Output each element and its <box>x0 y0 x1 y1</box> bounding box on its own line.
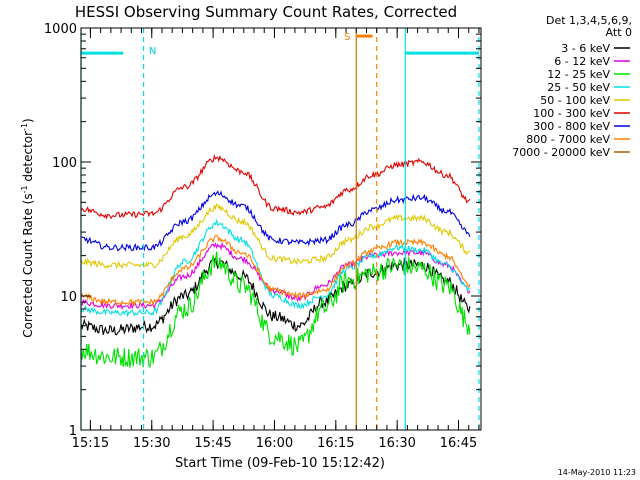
legend-label-7: 300 - 800 keV <box>533 120 610 133</box>
series-line-2 <box>80 241 471 310</box>
y-tick-label-2: 10 <box>60 290 77 305</box>
x-tick-label-7: 16:45 <box>440 436 477 451</box>
legend-label-5: 50 - 100 keV <box>540 94 610 107</box>
chart-title: HESSI Observing Summary Count Rates, Cor… <box>75 3 457 21</box>
x-tick-label-4: 16:00 <box>256 436 293 451</box>
y-axis-label: Corrected Count Rate (s-1 detector-1) <box>20 118 35 337</box>
series-line-3 <box>80 251 471 369</box>
x-tick-label-2: 15:30 <box>133 436 170 451</box>
x-tick-label-6: 16:30 <box>378 436 415 451</box>
series-line-1 <box>80 255 471 336</box>
x-tick-label-3: 15:45 <box>194 436 231 451</box>
legend-label-8: 800 - 7000 keV <box>526 133 610 146</box>
flag-label-s: S <box>344 32 350 43</box>
legend-label-9: 7000 - 20000 keV <box>512 146 610 159</box>
legend-header-line-1: Det 1,3,4,5,6,9, <box>546 14 632 27</box>
y-tick-label-1: 1 <box>69 424 77 439</box>
series-line-6 <box>80 153 471 220</box>
footer-date: 14-May-2010 11:23 <box>558 468 636 477</box>
y-tick-label-4: 1000 <box>44 22 77 37</box>
legend-label-6: 100 - 300 keV <box>533 107 610 120</box>
legend-label-2: 6 - 12 keV <box>554 55 610 68</box>
y-axis-label-main: Corrected Count Rate (s <box>21 193 35 337</box>
legend-label-3: 12 - 25 keV <box>547 68 610 81</box>
flag-label-n: N <box>149 46 156 57</box>
y-axis-label-end: ) <box>21 118 35 123</box>
x-tick-label-5: 16:15 <box>317 436 354 451</box>
plot-frame <box>80 27 482 431</box>
x-tick-label-1: 15:15 <box>72 436 109 451</box>
plot-area <box>80 28 480 430</box>
x-axis-label: Start Time (09-Feb-10 15:12:42) <box>175 456 385 471</box>
axes: N S 1 10 100 1000 15:15 15:30 15:45 16:00 16:15 16:… <box>44 22 482 451</box>
legend-header-line-2: Att 0 <box>606 26 632 39</box>
legend-label-4: 25 - 50 keV <box>547 81 610 94</box>
y-axis-label-sup-1: -1 <box>20 185 29 193</box>
y-axis-label-sup-2: -1 <box>20 123 29 131</box>
legend-label-1: 3 - 6 keV <box>561 42 610 55</box>
y-tick-label-3: 100 <box>52 156 77 171</box>
y-axis-label-mid: detector <box>21 131 35 186</box>
